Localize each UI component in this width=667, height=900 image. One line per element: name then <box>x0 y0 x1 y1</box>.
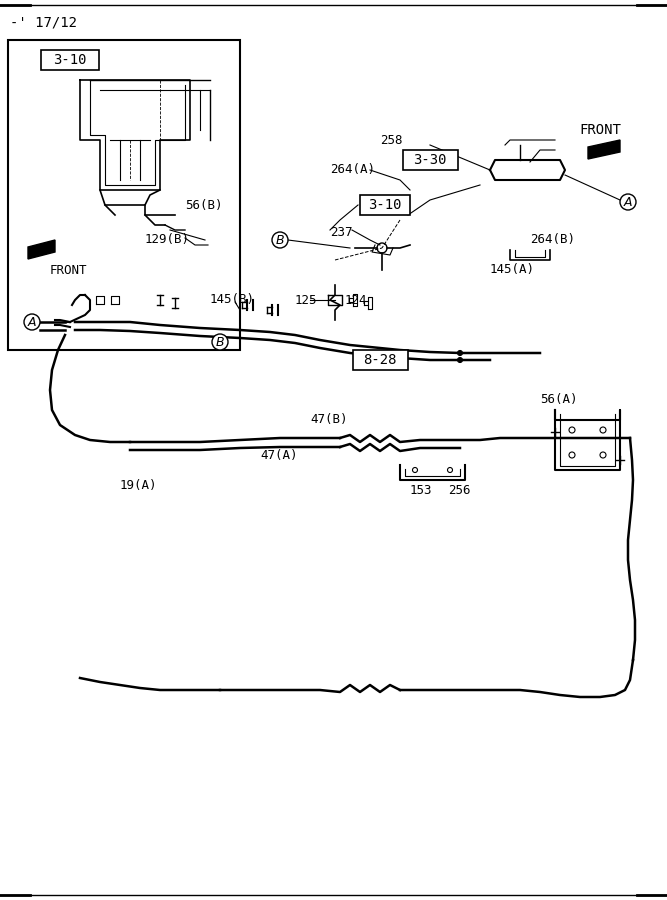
Bar <box>85 318 91 322</box>
Text: 3-30: 3-30 <box>414 153 447 167</box>
Text: 129(B): 129(B) <box>145 233 190 247</box>
Text: 258: 258 <box>380 133 402 147</box>
Text: 8-28: 8-28 <box>364 353 397 367</box>
Text: 56(B): 56(B) <box>185 199 223 212</box>
Text: B: B <box>215 336 224 348</box>
Circle shape <box>600 427 606 433</box>
Text: FRONT: FRONT <box>50 264 87 276</box>
Text: 47(A): 47(A) <box>260 448 297 462</box>
Text: 3-10: 3-10 <box>368 198 402 212</box>
Bar <box>402 150 458 170</box>
Text: 237: 237 <box>330 226 352 239</box>
Circle shape <box>448 467 452 472</box>
Text: A: A <box>28 316 36 328</box>
Text: 153: 153 <box>410 483 432 497</box>
Circle shape <box>600 452 606 458</box>
Circle shape <box>569 452 575 458</box>
Circle shape <box>412 467 418 472</box>
Text: 47(B): 47(B) <box>310 413 348 427</box>
Circle shape <box>97 320 103 325</box>
Circle shape <box>569 427 575 433</box>
Circle shape <box>620 194 636 210</box>
Text: 3-10: 3-10 <box>53 53 87 67</box>
Text: 264(B): 264(B) <box>530 233 575 247</box>
Bar <box>41 50 99 70</box>
Circle shape <box>458 357 462 363</box>
Circle shape <box>24 314 40 330</box>
Text: B: B <box>275 233 284 247</box>
Text: 125: 125 <box>295 293 317 307</box>
Bar <box>352 350 408 370</box>
Text: -' 17/12: -' 17/12 <box>10 15 77 29</box>
Circle shape <box>170 225 180 235</box>
Text: A: A <box>624 195 632 209</box>
Text: 145(A): 145(A) <box>490 264 535 276</box>
Circle shape <box>97 328 103 332</box>
Polygon shape <box>588 140 620 159</box>
Text: 256: 256 <box>448 483 470 497</box>
Text: 145(B): 145(B) <box>210 293 255 307</box>
Text: 56(A): 56(A) <box>540 393 578 407</box>
Circle shape <box>272 232 288 248</box>
Text: 264(A): 264(A) <box>330 164 375 176</box>
Circle shape <box>377 243 387 253</box>
Bar <box>85 326 91 330</box>
Text: 19(A): 19(A) <box>120 479 157 491</box>
Text: FRONT: FRONT <box>579 123 621 137</box>
Circle shape <box>212 334 228 350</box>
Polygon shape <box>28 240 55 259</box>
Text: 124: 124 <box>345 293 368 307</box>
Bar <box>360 195 410 215</box>
Circle shape <box>458 350 462 356</box>
Bar <box>8 40 240 350</box>
